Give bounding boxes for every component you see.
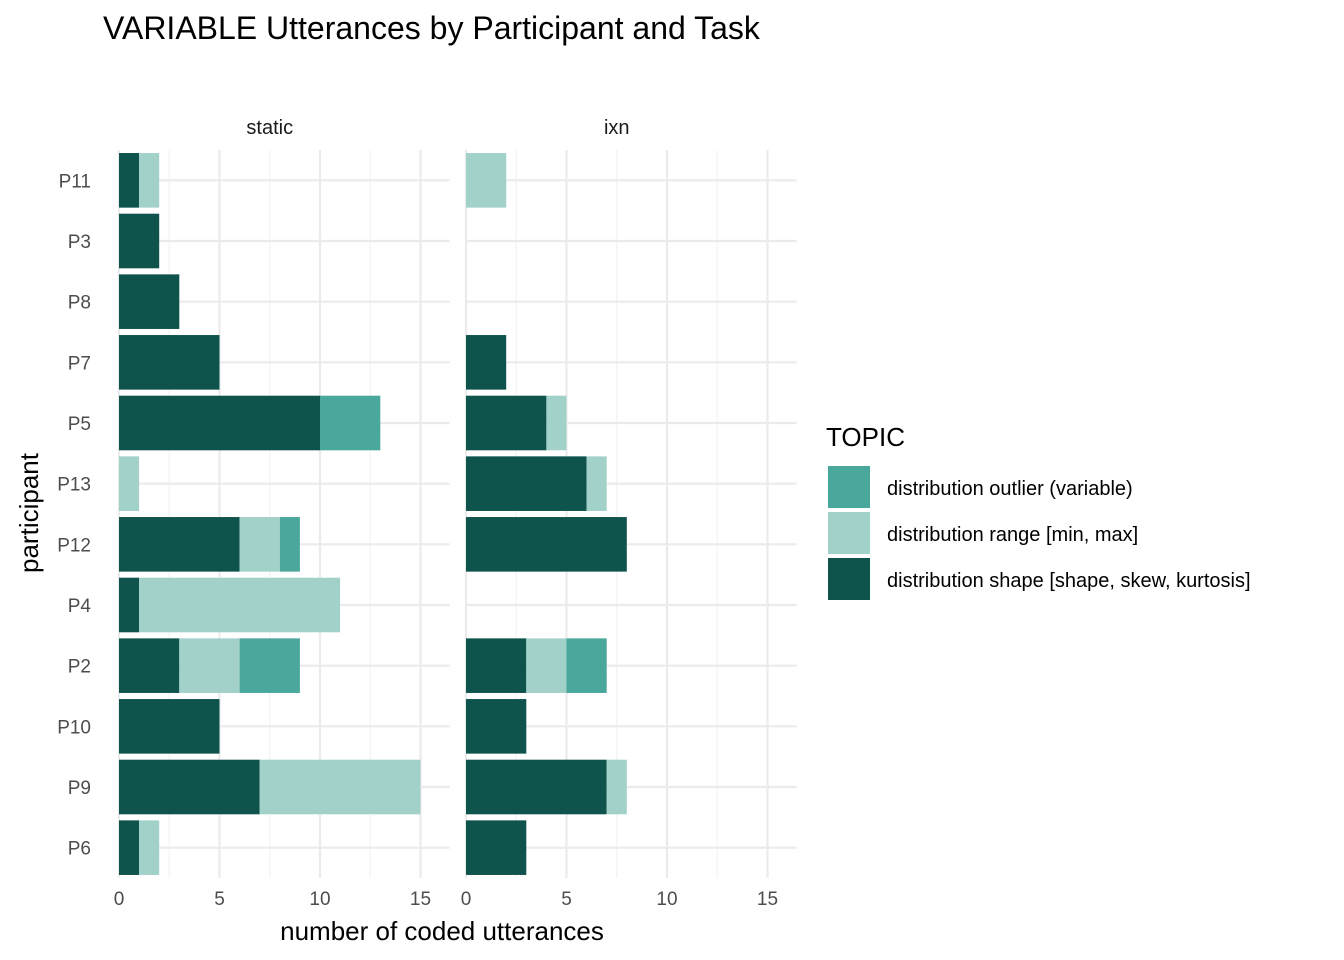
bar-ixn-P5-range <box>546 395 567 451</box>
bar-static-P8-shape <box>119 274 180 329</box>
y-tick-label-P3: P3 <box>68 232 91 253</box>
chart-panels: static 0 5 10 15 ixn 0 5 10 15 <box>114 117 797 910</box>
bar-static-P12-shape <box>119 517 240 572</box>
x-tick-label: 0 <box>461 889 472 910</box>
x-tick-label: 15 <box>410 889 431 910</box>
legend: TOPIC distribution outlier (variable) dis… <box>826 422 1251 600</box>
y-tick-label-P7: P7 <box>68 353 91 374</box>
legend-label-outlier: distribution outlier (variable) <box>887 478 1133 500</box>
x-tick-label: 10 <box>656 889 677 910</box>
x-tick-label: 15 <box>757 889 778 910</box>
bar-static-P11-shape <box>119 153 140 208</box>
bar-static-P6-shape <box>119 820 140 875</box>
bar-ixn-P7-shape <box>466 335 507 390</box>
bar-static-P9-range <box>259 759 421 815</box>
facet-label-static: static <box>246 117 293 139</box>
bar-static-P5-shape <box>119 395 320 451</box>
y-tick-label-P9: P9 <box>68 778 91 799</box>
y-tick-label-P6: P6 <box>68 839 91 860</box>
legend-key-outlier <box>828 466 870 508</box>
y-axis-title: participant <box>14 452 44 573</box>
bar-ixn-P2-range <box>526 638 567 693</box>
bar-ixn-P9-shape <box>466 759 607 815</box>
panel-ixn: ixn 0 5 10 15 <box>461 117 797 910</box>
bar-static-P2-outlier <box>239 638 300 693</box>
x-tick-label: 5 <box>214 889 225 910</box>
bar-ixn-P10-shape <box>466 699 527 754</box>
bar-static-P7-shape <box>119 335 220 390</box>
bar-static-P10-shape <box>119 699 220 754</box>
legend-key-range <box>828 512 870 554</box>
bar-ixn-P9-range <box>606 759 627 815</box>
x-axis-title: number of coded utterances <box>280 916 604 946</box>
bar-ixn-P2-outlier <box>566 638 607 693</box>
y-tick-label-P2: P2 <box>68 657 91 678</box>
legend-label-shape: distribution shape [shape, skew, kurtosi… <box>887 570 1251 592</box>
bar-static-P13-range <box>119 456 140 511</box>
panel-static: static 0 5 10 15 <box>114 117 450 910</box>
bar-static-P9-shape <box>119 759 260 815</box>
bar-static-P3-shape <box>119 213 160 269</box>
bar-static-P12-range <box>239 517 280 572</box>
facet-label-ixn: ixn <box>604 117 630 139</box>
y-axis: P11 P3 P8 P7 P5 P13 P12 P4 P2 P10 P9 P6 <box>57 171 91 859</box>
legend-key-shape <box>828 558 870 600</box>
y-tick-label-P4: P4 <box>68 596 92 617</box>
legend-title: TOPIC <box>826 422 905 452</box>
y-tick-label-P11: P11 <box>59 171 91 192</box>
chart-title: VARIABLE Utterances by Participant and T… <box>103 10 761 46</box>
bar-static-P5-outlier <box>320 395 381 451</box>
bar-static-P4-range <box>139 577 341 633</box>
bar-static-P11-range <box>139 153 160 208</box>
bar-ixn-P2-shape <box>466 638 527 693</box>
bar-static-P12-outlier <box>279 517 300 572</box>
bar-static-P6-range <box>139 820 160 875</box>
bar-ixn-P5-shape <box>466 395 547 451</box>
bar-ixn-P12-shape <box>466 517 627 572</box>
y-tick-label-P12: P12 <box>57 535 91 556</box>
y-tick-label-P13: P13 <box>57 475 91 496</box>
bar-ixn-P11-range <box>466 153 507 208</box>
legend-label-range: distribution range [min, max] <box>887 524 1138 546</box>
bar-ixn-P13-shape <box>466 456 587 511</box>
bar-static-P4-shape <box>119 577 140 633</box>
y-tick-label-P8: P8 <box>68 293 91 314</box>
x-tick-label: 0 <box>114 889 125 910</box>
x-tick-label: 5 <box>561 889 572 910</box>
x-tick-label: 10 <box>309 889 330 910</box>
bar-ixn-P6-shape <box>466 820 527 875</box>
y-tick-label-P5: P5 <box>68 414 91 435</box>
bar-static-P2-range <box>179 638 240 693</box>
y-tick-label-P10: P10 <box>57 717 91 738</box>
bar-static-P2-shape <box>119 638 180 693</box>
bar-ixn-P13-range <box>586 456 607 511</box>
